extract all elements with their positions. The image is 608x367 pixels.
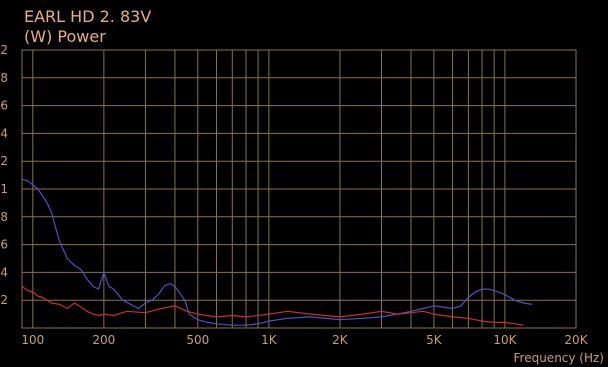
- tick-labels: 100 200 500 1K 2K 5K 10K 20K 0.2 0.4 0.6 0.8 1 1.2 1.4…: [0, 43, 589, 347]
- x-tick-label: 100: [21, 333, 44, 347]
- y-axis-label: (W) Power: [24, 27, 106, 46]
- x-tick-label: 5K: [426, 333, 443, 347]
- x-tick-label: 20K: [564, 333, 588, 347]
- y-tick-label: 1.2: [0, 154, 8, 168]
- y-tick-label: 2: [0, 43, 8, 57]
- series-line-1: [21, 178, 532, 326]
- y-tick-label: 0.8: [0, 210, 8, 224]
- x-tick-label: 200: [92, 333, 115, 347]
- series-line-2: [21, 285, 524, 326]
- y-tick-label: 1.6: [0, 99, 8, 113]
- y-tick-label: 1: [0, 182, 8, 196]
- x-tick-label: 1K: [261, 333, 278, 347]
- chart-title: EARL HD 2. 83V: [24, 7, 152, 26]
- y-tick-label: 1.4: [0, 126, 8, 140]
- x-tick-label: 500: [186, 333, 209, 347]
- series-lines: [21, 178, 532, 326]
- y-tick-label: 1.8: [0, 71, 8, 85]
- y-tick-label: 0.2: [0, 293, 8, 307]
- x-tick-label: 2K: [332, 333, 349, 347]
- y-tick-label: 0.6: [0, 238, 8, 252]
- x-tick-label: 10K: [493, 333, 517, 347]
- x-axis-label: Frequency (Hz): [514, 351, 605, 365]
- grid: [21, 49, 577, 329]
- y-tick-label: 0.4: [0, 265, 8, 279]
